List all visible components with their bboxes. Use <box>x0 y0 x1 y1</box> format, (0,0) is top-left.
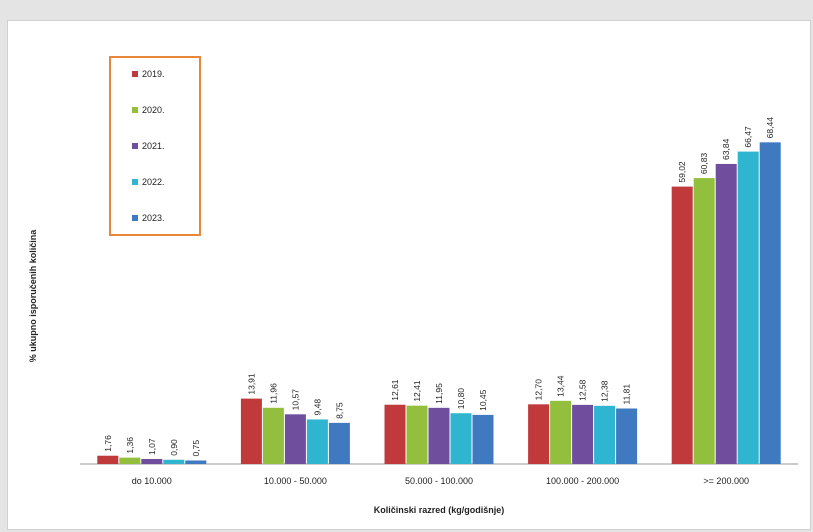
bars <box>97 142 781 464</box>
legend-box <box>109 56 201 236</box>
data-label: 9,48 <box>312 399 322 416</box>
x-tick-label: 100.000 - 200.000 <box>546 476 619 486</box>
bar-2020-2 <box>406 405 428 464</box>
value-labels: 1,76 1,36 1,07 0,90 0,75 13,91 11,96 10,57 9,48 8… <box>103 117 775 457</box>
bar-2023-2 <box>472 414 494 464</box>
bar-2019-3 <box>528 404 550 464</box>
data-label: 12,58 <box>578 379 588 401</box>
bar-2022-4 <box>737 151 759 464</box>
data-label: 1,07 <box>147 438 157 455</box>
x-tick-label: do 10.000 <box>132 476 172 486</box>
data-label: 0,90 <box>169 439 179 456</box>
data-label: 10,80 <box>456 388 466 410</box>
data-label: 12,61 <box>390 379 400 401</box>
bar-2023-4 <box>759 142 781 464</box>
bar-2022-1 <box>306 419 328 464</box>
data-label: 11,95 <box>434 383 444 404</box>
bar-2023-3 <box>616 408 638 464</box>
bar-2022-0 <box>163 459 185 464</box>
legend-entry: 2021. <box>142 141 165 151</box>
data-label: 59,02 <box>677 161 687 183</box>
legend-swatch <box>132 71 138 77</box>
chart-card: 2019. 2020. 2021. 2022. 2023. 1,76 1,36 1,07 0,… <box>7 20 811 530</box>
bar-2022-3 <box>594 405 616 464</box>
bar-2019-4 <box>671 186 693 464</box>
data-label: 12,41 <box>412 380 422 402</box>
legend-swatch <box>132 215 138 221</box>
bar-2021-0 <box>141 458 163 464</box>
data-label: 68,44 <box>765 117 775 139</box>
legend-swatch <box>132 143 138 149</box>
bar-2020-0 <box>119 457 141 464</box>
x-tick-label: 50.000 - 100.000 <box>405 476 473 486</box>
data-label: 13,44 <box>556 375 566 397</box>
data-label: 10,45 <box>478 389 488 411</box>
legend-entry: 2023. <box>142 213 165 223</box>
data-label: 1,36 <box>125 437 135 454</box>
data-label: 11,81 <box>622 384 632 405</box>
data-label: 60,83 <box>699 153 709 175</box>
data-label: 13,91 <box>246 373 256 395</box>
legend-entry: 2019. <box>142 69 165 79</box>
legend: 2019. 2020. 2021. 2022. 2023. <box>109 56 201 236</box>
legend-entry: 2020. <box>142 105 165 115</box>
legend-swatch <box>132 107 138 113</box>
bar-2020-3 <box>550 400 572 464</box>
data-label: 8,75 <box>334 402 344 419</box>
data-label: 0,75 <box>191 440 201 457</box>
data-label: 11,96 <box>268 383 278 404</box>
x-axis-title: Količinski razred (kg/godišnje) <box>374 505 505 515</box>
bar-2019-0 <box>97 455 119 464</box>
data-label: 1,76 <box>103 435 113 452</box>
bar-2023-0 <box>185 460 207 464</box>
bar-2020-1 <box>262 407 284 464</box>
x-tick-label: >= 200.000 <box>703 476 749 486</box>
data-label: 12,70 <box>534 379 544 401</box>
bar-2022-2 <box>450 413 472 464</box>
bar-2021-1 <box>284 414 306 464</box>
y-axis-title: % ukupno isporučenih količina <box>28 229 38 363</box>
bar-2019-1 <box>240 398 262 464</box>
data-label: 66,47 <box>743 126 753 148</box>
bar-2021-3 <box>572 404 594 464</box>
legend-swatch <box>132 179 138 185</box>
bar-2020-4 <box>693 178 715 464</box>
x-tick-label: 10.000 - 50.000 <box>264 476 327 486</box>
data-label: 63,84 <box>721 138 731 160</box>
x-tick-labels: do 10.000 10.000 - 50.000 50.000 - 100.000… <box>132 476 749 486</box>
bar-2021-4 <box>715 163 737 464</box>
bar-2021-2 <box>428 407 450 464</box>
bar-chart: 2019. 2020. 2021. 2022. 2023. 1,76 1,36 1,07 0,… <box>28 56 798 515</box>
legend-entry: 2022. <box>142 177 165 187</box>
bar-2019-2 <box>384 404 406 464</box>
bar-2023-1 <box>328 422 350 464</box>
data-label: 12,38 <box>600 380 610 402</box>
data-label: 10,57 <box>290 389 300 411</box>
